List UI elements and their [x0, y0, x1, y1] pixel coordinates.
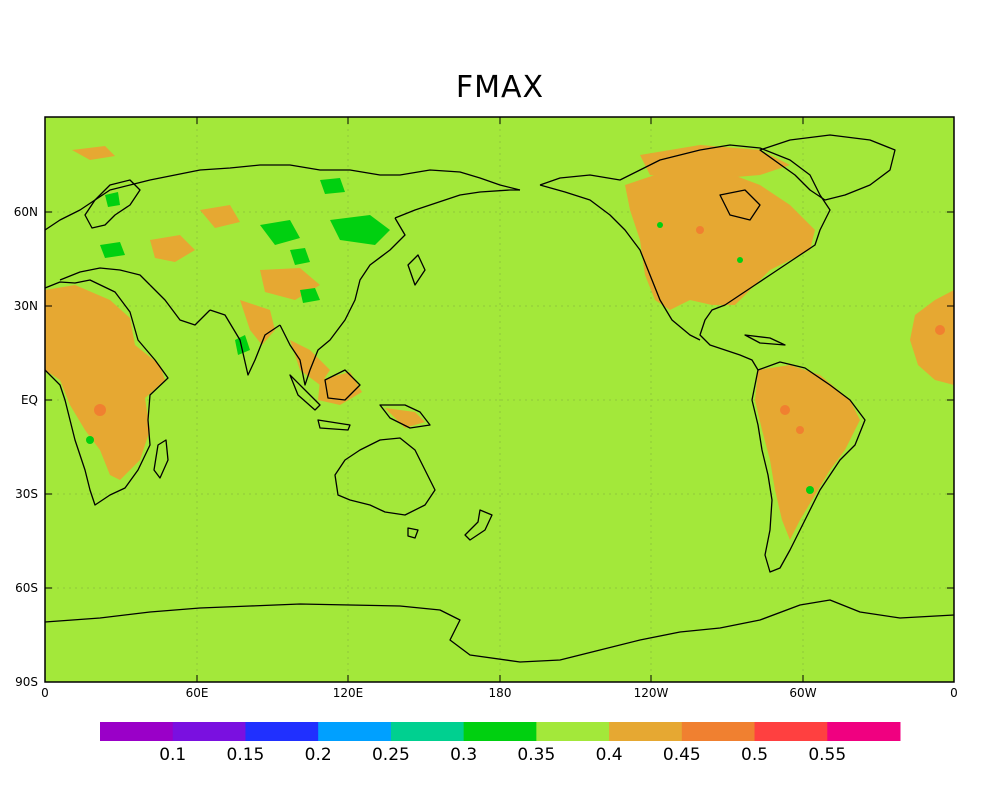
colorbar-label: 0.25	[372, 745, 410, 765]
colorbar-swatch	[318, 722, 392, 741]
north-america-high-region	[625, 170, 815, 310]
colorbar-swatch	[100, 722, 174, 741]
x-tick-label: 0	[950, 686, 958, 700]
new-guinea-high-region	[385, 408, 425, 428]
y-tick-label: 30S	[15, 487, 38, 501]
scandinavia-low-region	[105, 192, 120, 207]
map-title: FMAX	[455, 70, 545, 105]
alaska-high-region	[640, 145, 790, 180]
colorbar-label: 0.2	[305, 745, 332, 765]
colorbar-label: 0.35	[517, 745, 555, 765]
x-tick-label: 180	[489, 686, 512, 700]
hudson-bay-coast	[719, 189, 761, 221]
borneo-coast	[324, 369, 361, 401]
colorbar	[100, 722, 901, 741]
west-africa-high-region	[910, 290, 954, 385]
west-coast-na	[539, 184, 701, 341]
axis-ticks	[45, 117, 954, 682]
y-tick-label: 30N	[14, 299, 38, 313]
new-guinea-coast	[379, 404, 431, 429]
fmax-low-regions	[86, 178, 814, 494]
india-low-region	[235, 335, 250, 355]
colorbar-swatch	[172, 722, 246, 741]
antarctica-coast	[44, 599, 955, 663]
cuba-coast	[744, 334, 786, 346]
south-america-coast	[751, 361, 866, 573]
coastlines	[44, 134, 955, 663]
arctic-high-region	[72, 146, 115, 160]
colorbar-swatch	[609, 722, 683, 741]
colorbar-label: 0.55	[808, 745, 846, 765]
colorbar-swatch	[245, 722, 319, 741]
colorbar-label: 0.3	[450, 745, 477, 765]
se-asia-high-region	[290, 340, 330, 385]
colorbar-label: 0.45	[663, 745, 701, 765]
africa-low-spot	[86, 436, 94, 444]
colorbar-swatch	[754, 722, 828, 741]
new-zealand-coast	[464, 509, 493, 541]
colorbar-labels: 0.1 0.15 0.2 0.25 0.3 0.35 0.4 0.45 0.5 0.55	[159, 745, 846, 765]
eurasia-high-region-a	[150, 235, 195, 262]
x-tick-label: 120E	[333, 686, 364, 700]
russia-low-region-a	[260, 220, 300, 245]
se-asia-coast	[279, 217, 406, 386]
y-tick-labels: 60N 30N EQ 30S 60S 90S	[14, 205, 38, 689]
india-coast	[209, 309, 281, 376]
colorbar-label: 0.4	[596, 745, 623, 765]
russia-low-region-c	[290, 248, 310, 265]
y-tick-label: 60N	[14, 205, 38, 219]
china-low-region	[300, 288, 320, 303]
colorbar-label: 0.15	[227, 745, 265, 765]
na-low-spot	[737, 257, 743, 263]
peak-spot-wafrica	[935, 325, 945, 335]
x-tick-label: 120W	[634, 686, 669, 700]
siberia-low-region	[330, 215, 390, 245]
fmax-high-regions	[45, 145, 954, 540]
africa-high-region	[45, 285, 165, 480]
sa-low-spot	[806, 486, 814, 494]
japan-coast	[407, 254, 426, 286]
arabia-coast	[149, 284, 211, 326]
fmax-peak-spots	[94, 226, 945, 434]
colorbar-label: 0.1	[159, 745, 186, 765]
y-tick-label: EQ	[21, 393, 38, 407]
colorbar-swatch	[463, 722, 537, 741]
colorbar-swatch	[681, 722, 756, 741]
x-tick-labels: 0 60E 120E 180 120W 60W 0	[41, 686, 958, 700]
colorbar-swatch	[827, 722, 901, 741]
x-tick-label: 0	[41, 686, 49, 700]
russia-low-region-b	[320, 178, 345, 194]
greenland-coast	[759, 134, 896, 201]
sumatra-coast	[289, 374, 321, 411]
peak-spot-africa	[94, 404, 106, 416]
eurasia-north-coast	[44, 164, 521, 231]
scandinavia-coast	[84, 179, 141, 229]
colorbar-label: 0.5	[741, 745, 768, 765]
peak-spot-sa-a	[780, 405, 790, 415]
tasmania-coast	[407, 527, 419, 539]
peak-spot-sa-b	[796, 426, 804, 434]
colorbar-swatch	[536, 722, 610, 741]
java-coast	[317, 419, 351, 431]
north-america-coast	[539, 144, 831, 371]
eurasia-high-region-c	[200, 205, 240, 228]
y-tick-label: 60S	[15, 581, 38, 595]
x-tick-label: 60W	[789, 686, 816, 700]
madagascar-coast	[153, 439, 169, 479]
colorbar-swatch	[390, 722, 465, 741]
maritime-high-region	[318, 372, 362, 405]
ne-asia-coast	[394, 189, 520, 219]
peak-spot-na	[696, 226, 704, 234]
mediterranean-coast	[59, 267, 151, 286]
y-tick-label: 90S	[15, 675, 38, 689]
africa-coast	[44, 279, 169, 506]
europe-low-region	[100, 242, 125, 258]
australia-coast	[334, 437, 436, 516]
x-tick-label: 60E	[186, 686, 209, 700]
canada-low-spot	[657, 222, 663, 228]
